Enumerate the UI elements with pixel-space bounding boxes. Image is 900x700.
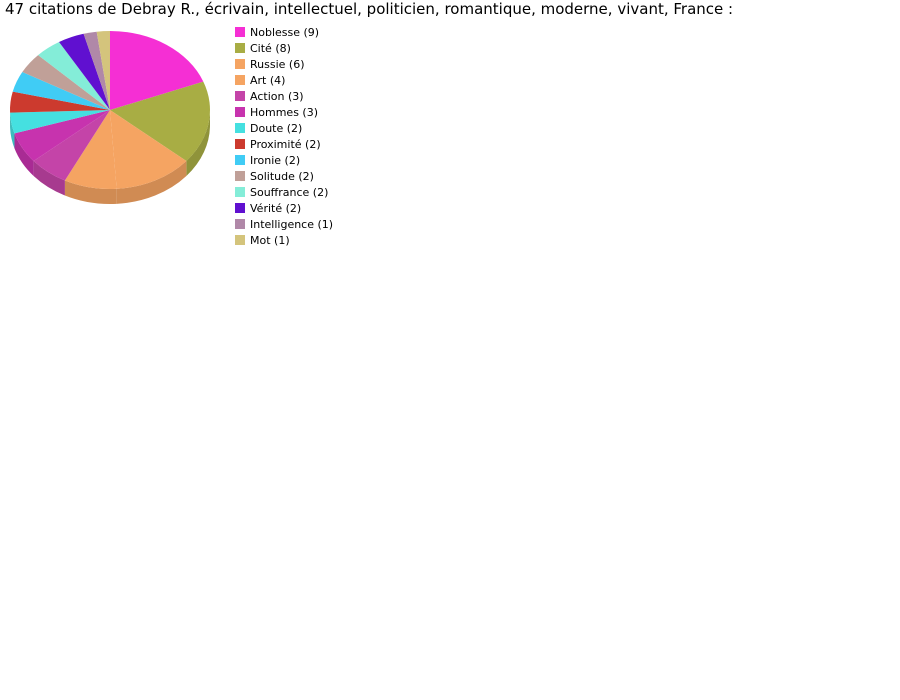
legend-swatch [235, 187, 245, 197]
legend-swatch [235, 59, 245, 69]
legend-swatch [235, 235, 245, 245]
legend-label: Vérité (2) [250, 201, 302, 215]
pie-slice-5 [14, 110, 111, 162]
legend-item: Doute (2) [235, 120, 333, 136]
legend-swatch [235, 43, 245, 53]
pie-chart [10, 31, 210, 204]
pie-slice-side [14, 133, 34, 177]
legend: Noblesse (9) Cité (8) Russie (6) Art (4) Act… [235, 24, 333, 248]
legend-swatch [235, 203, 245, 213]
legend-label: Action (3) [250, 89, 304, 103]
legend-item: Cité (8) [235, 40, 333, 56]
pie-slice-12 [83, 31, 110, 110]
pie-slice-7 [10, 91, 110, 113]
legend-label: Russie (6) [250, 57, 305, 71]
legend-item: Souffrance (2) [235, 184, 333, 200]
legend-swatch [235, 27, 245, 37]
legend-item: Mot (1) [235, 232, 333, 248]
pie-slice-side [10, 112, 15, 149]
legend-swatch [235, 219, 245, 229]
legend-label: Cité (8) [250, 41, 291, 55]
pie-slice-9 [22, 55, 110, 110]
pie-slice-3 [64, 110, 117, 189]
legend-label: Hommes (3) [250, 105, 319, 119]
legend-label: Ironie (2) [250, 153, 301, 167]
legend-label: Solitude (2) [250, 169, 314, 183]
legend-label: Souffrance (2) [250, 185, 329, 199]
legend-label: Mot (1) [250, 233, 290, 247]
legend-item: Ironie (2) [235, 152, 333, 168]
pie-slice-side [64, 180, 117, 204]
legend-item: Noblesse (9) [235, 24, 333, 40]
pie-slice-4 [33, 110, 110, 181]
legend-swatch [235, 91, 245, 101]
pie-slice-6 [10, 110, 110, 134]
legend-item: Hommes (3) [235, 104, 333, 120]
legend-item: Intelligence (1) [235, 216, 333, 232]
legend-label: Noblesse (9) [250, 25, 320, 39]
legend-swatch [235, 139, 245, 149]
pie-slice-10 [38, 42, 110, 110]
pie-slice-2 [110, 110, 187, 189]
legend-label: Intelligence (1) [250, 217, 334, 231]
pie-slice-11 [59, 33, 110, 111]
legend-label: Proximité (2) [250, 137, 321, 151]
legend-swatch [235, 171, 245, 181]
legend-item: Solitude (2) [235, 168, 333, 184]
pie-slice-0 [110, 31, 204, 110]
pie-slice-13 [96, 31, 110, 110]
pie-slice-1 [110, 81, 210, 162]
legend-label: Art (4) [250, 73, 286, 87]
legend-swatch [235, 155, 245, 165]
legend-item: Action (3) [235, 88, 333, 104]
legend-item: Vérité (2) [235, 200, 333, 216]
legend-item: Proximité (2) [235, 136, 333, 152]
legend-label: Doute (2) [250, 121, 303, 135]
pie-slice-8 [12, 72, 110, 110]
pie-slice-side [186, 110, 210, 177]
legend-item: Art (4) [235, 72, 333, 88]
chart-title: 47 citations de Debray R., écrivain, int… [5, 0, 734, 18]
legend-swatch [235, 75, 245, 85]
legend-swatch [235, 123, 245, 133]
pie-slice-side [33, 161, 65, 196]
pie-slice-side [116, 161, 187, 204]
legend-swatch [235, 107, 245, 117]
legend-item: Russie (6) [235, 56, 333, 72]
